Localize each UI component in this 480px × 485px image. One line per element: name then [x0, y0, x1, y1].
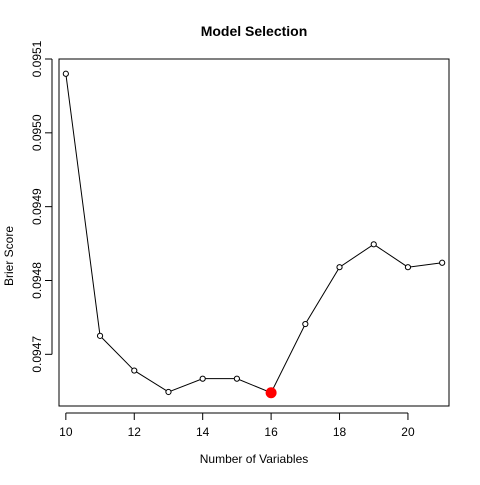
data-point [165, 388, 172, 396]
x-tick-label: 16 [264, 425, 278, 439]
x-axis-label: Number of Variables [200, 452, 309, 466]
data-point [336, 264, 343, 271]
chart-marks: 10 12 14 16 18 20 0.0947 0.0948 0.0949 0.0950 0.09… [30, 40, 446, 439]
data-point [96, 332, 104, 339]
y-tick-label: 0.0948 [30, 262, 44, 299]
x-tick-label: 10 [59, 425, 73, 439]
y-tick-label: 0.0950 [30, 114, 44, 151]
data-point [439, 259, 446, 266]
highlight-point [265, 387, 277, 399]
data-point [302, 320, 309, 328]
data-point [404, 264, 412, 271]
y-axis-label: Brier Score [2, 226, 16, 286]
y-tick-label: 0.0951 [30, 40, 44, 77]
data-point [199, 375, 206, 382]
data-point [62, 70, 69, 77]
series-line [65, 73, 443, 394]
y-tick-label: 0.0947 [30, 336, 44, 373]
x-tick-label: 14 [196, 425, 210, 439]
chart-title: Model Selection [201, 23, 308, 39]
x-tick-label: 20 [401, 425, 415, 439]
data-point [233, 375, 240, 382]
data-point [370, 241, 377, 248]
x-tick-label: 18 [333, 425, 347, 439]
plot-frame [58, 58, 450, 407]
data-point [131, 367, 138, 374]
y-tick-label: 0.0949 [30, 188, 44, 225]
x-tick-label: 12 [128, 425, 142, 439]
